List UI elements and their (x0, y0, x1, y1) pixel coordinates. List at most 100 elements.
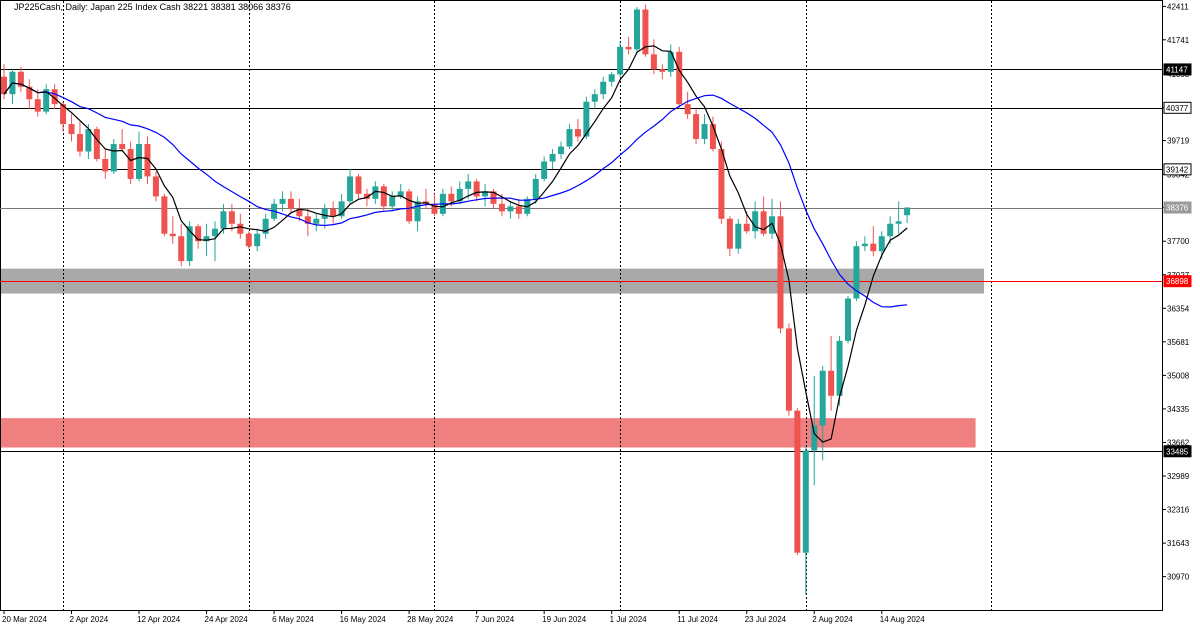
candle-body (110, 144, 117, 172)
candle-body (85, 129, 92, 152)
ma-fast-line (3, 45, 908, 443)
x-tick-label: 2 Aug 2024 (812, 615, 853, 624)
y-tick-label: 33662 (1167, 438, 1190, 447)
candle-body (549, 153, 556, 162)
price-label-33485: 33485 (1166, 447, 1189, 456)
candle-body (870, 243, 877, 252)
candle-body (178, 236, 185, 262)
candle-body (769, 216, 776, 234)
candle-body (169, 233, 176, 237)
candle-body (144, 144, 151, 177)
x-tick-label: 6 May 2024 (272, 615, 314, 624)
candle-body (456, 188, 463, 202)
candle-body (878, 236, 885, 252)
candle-body (583, 101, 590, 137)
price-label-box-38376 (1163, 201, 1192, 214)
candle-body (634, 9, 640, 50)
candle-body (718, 149, 725, 219)
candle-body (836, 340, 843, 396)
y-tick-label: 41741 (1167, 36, 1190, 45)
candle-body (296, 208, 303, 217)
candle-body (152, 176, 159, 197)
candle-body (279, 198, 286, 204)
y-tick-label: 36354 (1167, 304, 1190, 313)
candle-body (34, 99, 41, 112)
y-tick-label: 35681 (1167, 338, 1190, 347)
candle-body (347, 176, 354, 202)
y-tick-label: 42411 (1167, 2, 1189, 11)
candle-body (355, 176, 362, 194)
candle-body (735, 223, 742, 249)
candle-body (397, 191, 404, 197)
y-tick-label: 34335 (1167, 405, 1190, 414)
candle-body (313, 218, 320, 224)
candle-body (853, 246, 860, 299)
y-tick-label: 35008 (1167, 371, 1190, 380)
x-tick-label: 14 Aug 2024 (880, 615, 925, 624)
candle-body (743, 223, 750, 232)
candle-body (811, 425, 818, 451)
x-tick-label: 1 Jul 2024 (610, 615, 647, 624)
candle-body (93, 129, 100, 159)
candle-body (887, 223, 894, 237)
candle-body (228, 211, 235, 224)
y-tick-label: 32316 (1167, 506, 1190, 515)
candle-body (845, 298, 851, 341)
candle-body (321, 208, 328, 219)
candle-body (448, 193, 455, 202)
candle-body (785, 328, 792, 411)
candle-body (76, 134, 83, 152)
candle-body (642, 9, 649, 55)
candle-body (777, 216, 784, 329)
candle-body (186, 226, 193, 262)
candle-body (473, 181, 480, 197)
candle-body (465, 181, 472, 189)
candle-body (43, 89, 50, 112)
candle-body (515, 206, 522, 214)
x-tick-label: 23 Jul 2024 (745, 615, 787, 624)
candle-body (287, 198, 294, 209)
candle-body (330, 208, 337, 217)
candle-body (220, 211, 227, 229)
candle-body (591, 94, 598, 102)
candle-body (431, 203, 438, 214)
candle-body (136, 144, 143, 179)
x-tick-label: 7 Jun 2024 (475, 615, 515, 624)
chart-title: JP225Cash, Daily: Japan 225 Index Cash 3… (14, 2, 291, 12)
candle-body (102, 158, 109, 172)
x-tick-label: 16 May 2024 (340, 615, 387, 624)
candle-body (693, 114, 700, 140)
y-tick-label: 32989 (1167, 472, 1190, 481)
price-label-box-41147 (1163, 63, 1192, 76)
candle-body (372, 186, 379, 199)
zone-1 (1, 418, 976, 448)
x-tick-label: 20 Mar 2024 (2, 615, 47, 624)
candle-body (380, 186, 387, 207)
price-label-38376: 38376 (1166, 204, 1189, 213)
candle-body (617, 46, 624, 75)
x-tick-label: 2 Apr 2024 (70, 615, 109, 624)
candle-body (904, 207, 911, 216)
candle-body (895, 221, 902, 224)
candle-body (507, 206, 514, 212)
candle-body (574, 129, 581, 137)
candle-body (195, 226, 202, 242)
candle-body (161, 196, 168, 234)
candle-body (406, 191, 413, 222)
x-tick-label: 24 Apr 2024 (205, 615, 249, 624)
price-label-36898: 36898 (1166, 277, 1189, 286)
y-tick-label: 31643 (1167, 539, 1190, 548)
candle-body (254, 233, 261, 247)
candle-body (861, 243, 868, 247)
candle-body (203, 236, 210, 242)
candle-body (600, 81, 607, 95)
candle-body (828, 370, 835, 396)
candle-body (794, 410, 801, 553)
candle-body (17, 71, 24, 87)
price-label-box-33485 (1163, 445, 1192, 458)
candle-body (68, 124, 75, 135)
x-tick-label: 19 Jun 2024 (542, 615, 587, 624)
candle-body (338, 201, 345, 217)
y-tick-label: 39719 (1167, 137, 1190, 146)
